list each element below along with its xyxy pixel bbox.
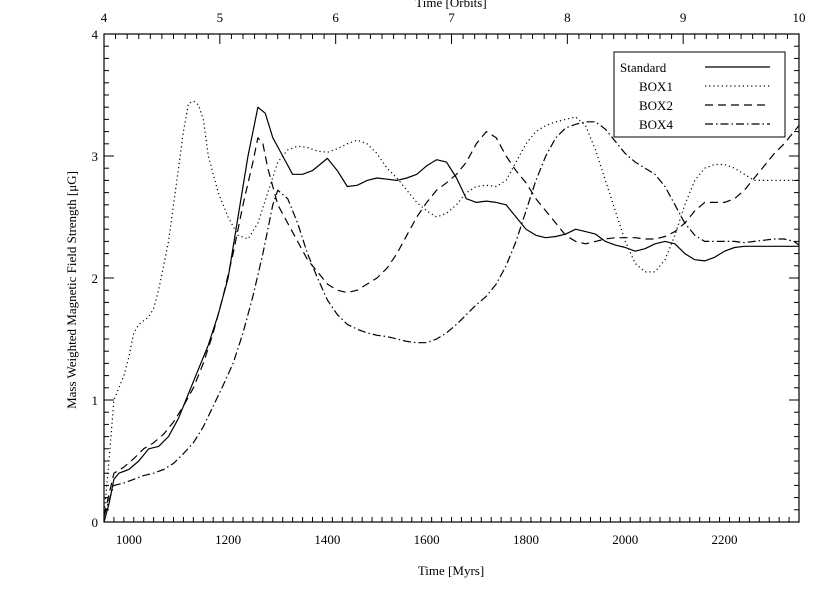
- y-tick-label: 2: [92, 271, 99, 286]
- x-tick-label: 2000: [612, 532, 638, 547]
- top-x-tick-label: 9: [680, 10, 687, 25]
- y-tick-label: 3: [92, 149, 99, 164]
- legend: Standard BOX1 BOX2 BOX4: [613, 51, 786, 138]
- series-line-standard: [103, 106, 799, 523]
- x-tick-label: 1600: [414, 532, 440, 547]
- top-x-tick-label: 4: [101, 10, 108, 25]
- legend-label-standard: Standard: [620, 60, 667, 75]
- y-tick-label: 0: [92, 515, 99, 530]
- y-tick-label: 1: [92, 393, 99, 408]
- top-x-tick-label: 5: [217, 10, 224, 25]
- top-x-tick-label: 6: [332, 10, 339, 25]
- x-axis-title: Time [Myrs]: [418, 563, 484, 578]
- series-line-box2: [103, 125, 800, 517]
- x-tick-label: 1800: [513, 532, 539, 547]
- series-line-box1: [103, 100, 799, 516]
- x-tick-label: 1000: [116, 532, 142, 547]
- legend-label-box1: BOX1: [639, 79, 673, 94]
- legend-label-box2: BOX2: [639, 98, 673, 113]
- series-line-box4: [103, 121, 800, 517]
- x-tick-label: 1200: [215, 532, 241, 547]
- y-tick-label: 4: [92, 27, 99, 42]
- legend-box: [613, 51, 786, 138]
- tick-labels: 1000 1200 1400 1600 1800 2000 2200 4 5 6 7 8 9 10 0 1 2 3…: [92, 10, 806, 547]
- series: [103, 100, 800, 523]
- top-x-tick-label: 10: [793, 10, 806, 25]
- ticks: [103, 33, 800, 523]
- y-axis-title: Mass Weighted Magnetic Field Strength [μ…: [64, 171, 79, 409]
- top-x-tick-label: 7: [448, 10, 455, 25]
- top-x-tick-label: 8: [564, 10, 571, 25]
- legend-label-box4: BOX4: [639, 117, 673, 132]
- top-x-axis-title: Time [Orbits]: [415, 0, 486, 10]
- x-tick-label: 2200: [712, 532, 738, 547]
- x-tick-label: 1400: [314, 532, 340, 547]
